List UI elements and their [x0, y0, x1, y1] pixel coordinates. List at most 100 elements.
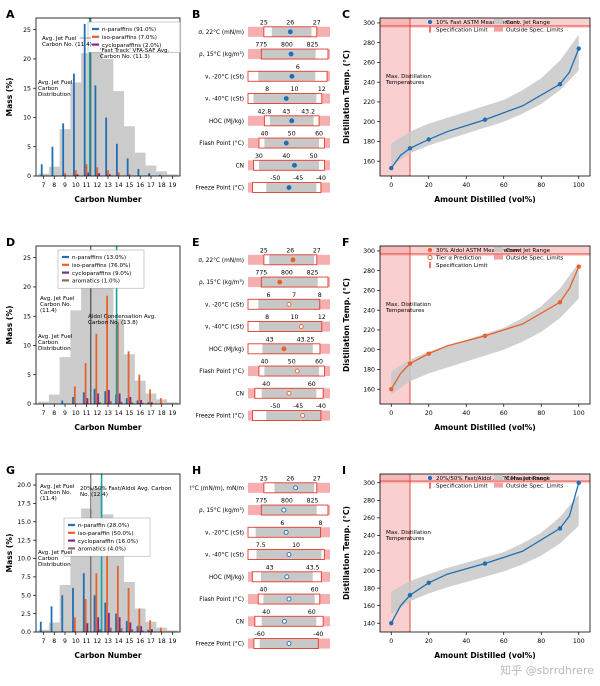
- x-tick: 80: [537, 182, 545, 189]
- property-label: HOC (MJ/kg): [209, 119, 244, 125]
- legend-label: Outside Spec. Limits: [506, 256, 563, 262]
- outside-spec-band: [248, 115, 265, 126]
- data-point: [576, 480, 581, 485]
- x-tick: 0: [389, 638, 393, 645]
- outside-spec-band: [318, 638, 330, 649]
- panel-F-svg: 0 20 40 60 80 100 160 180 200 220 240 260 280 300 Amou…: [342, 245, 591, 432]
- annotation: Max. Distillation: [386, 302, 431, 308]
- legend: n-paraffin (28.0%) iso-paraffin (50.0%) cy…: [63, 517, 151, 557]
- y-tick: 5: [27, 144, 31, 151]
- outside-spec-band: [248, 366, 259, 377]
- property-row: HOC (MJ/kg) 42.8 43 43.2: [209, 108, 330, 127]
- spec-tick: 12: [318, 86, 326, 93]
- spec-tick: 825: [307, 498, 319, 505]
- property-row: σ, 22°C (mN/m) 25 26 27: [198, 19, 330, 38]
- property-row: ν, -40°C (cSt) 7.5 10: [205, 542, 330, 560]
- y-tick: 15.0: [17, 519, 31, 526]
- property-row: ρ, 15°C (kg/m³) 775 800 825: [199, 42, 330, 60]
- annotation: 'Fast Track' VFA-SAF Avg.: [100, 48, 170, 54]
- y-axis-label: Distillation Temp. (°C): [342, 278, 351, 372]
- y-axis-label: Distillation Temp. (°C): [342, 506, 351, 600]
- panel-label-h: H: [192, 464, 202, 477]
- spec-tick: 10: [291, 314, 299, 321]
- measurement-marker: [277, 279, 283, 285]
- panel-label-f: F: [342, 236, 350, 249]
- x-tick: 8: [52, 182, 56, 189]
- spec-limit-box: [247, 93, 323, 104]
- property-row: ρ, 15°C (kg/m³) 775 800 825: [199, 270, 330, 288]
- y-tick: 240: [363, 79, 375, 86]
- y-tick: 10: [23, 343, 31, 350]
- spec-tick: 8: [318, 292, 322, 299]
- x-axis-label: Carbon Number: [74, 651, 141, 660]
- outside-spec-band: [248, 160, 254, 171]
- spec-tick: 27: [313, 19, 321, 26]
- property-label: Freeze Point (°C): [196, 414, 244, 420]
- panel-E: σ, 22°C (mN/m) 25 26 27 ρ, 15°C (kg/m³) 775 80…: [190, 238, 338, 434]
- spec-tick: 27: [313, 475, 321, 482]
- measurement-marker: [289, 118, 295, 124]
- legend-label: Specification Limit: [436, 28, 488, 34]
- y-tick: 7.5: [21, 574, 31, 581]
- legend: n-paraffins (91.0%) iso-paraffins (7.0%) c…: [87, 21, 181, 53]
- y-tick: 280: [363, 40, 375, 47]
- property-label: ρ, 15°C (kg/m³): [199, 51, 244, 58]
- spec-tick: 825: [307, 42, 319, 49]
- spec-limit-box: [260, 276, 329, 288]
- measurement-marker: [286, 185, 292, 190]
- x-axis-label: Carbon Number: [74, 423, 141, 432]
- property-row: CN 40 60: [236, 381, 330, 399]
- spec-tick: 50: [288, 131, 296, 138]
- annotation: Avg. Jet Fuel: [40, 296, 75, 302]
- y-tick: 25: [23, 255, 31, 262]
- panel-C-svg: 0 20 40 60 80 100 160 180 200 220 240 260 280 300 Amou…: [342, 17, 591, 204]
- conv-range-band: [258, 321, 322, 332]
- x-tick: 15: [126, 182, 134, 189]
- data-point: [557, 81, 563, 87]
- property-label: ν, -40°C (cSt): [205, 97, 244, 103]
- data-point: [482, 333, 488, 339]
- x-tick: 7: [42, 410, 46, 417]
- x-axis-label: Carbon Number: [74, 195, 141, 204]
- property-label: ρ, 15°C (kg/m³): [199, 279, 244, 286]
- spec-tick: -40: [316, 175, 326, 182]
- spec-tick: 825: [307, 270, 319, 277]
- data-point: [576, 46, 581, 51]
- legend: n-paraffins (13.0%) iso-paraffins (76.0%)…: [57, 249, 145, 289]
- outside-spec-band: [248, 410, 253, 421]
- y-axis-label: Mass (%): [5, 78, 14, 117]
- legend-marker: [427, 475, 433, 481]
- panel-label-e: E: [192, 236, 200, 249]
- y-tick: 20: [23, 56, 31, 63]
- outside-spec-band: [324, 549, 330, 560]
- conventional-distribution: [38, 260, 178, 404]
- x-tick: 19: [169, 410, 177, 417]
- y-tick: 200: [363, 119, 375, 126]
- data-point: [389, 165, 394, 171]
- legend-label: iso-paraffins (76.0%): [72, 263, 131, 269]
- x-tick: 7: [42, 182, 46, 189]
- panel-label-i: I: [342, 464, 347, 477]
- x-tick: 12: [93, 182, 101, 189]
- y-axis-label: Mass (%): [5, 306, 14, 345]
- spec-tick: 27: [313, 247, 321, 254]
- x-tick: 8: [52, 410, 56, 417]
- spec-tick: 50: [288, 359, 296, 366]
- x-tick: 13: [104, 410, 112, 417]
- annotation: Carbon No.: [40, 490, 71, 496]
- x-tick: 100: [573, 410, 585, 417]
- property-label: ν, -20°C (cSt): [205, 302, 244, 308]
- legend-label: 10% Fast ASTM Measurement: [436, 20, 520, 26]
- spec-tick: 43: [266, 336, 274, 343]
- x-axis-label: Amount Distilled (vol%): [434, 651, 536, 660]
- x-tick: 80: [537, 638, 545, 645]
- y-tick: 260: [363, 60, 375, 67]
- outside-spec-band: [323, 388, 330, 399]
- x-tick: 15: [126, 638, 134, 645]
- property-label: Flash Point (°C): [199, 369, 244, 375]
- x-tick: 0: [389, 410, 393, 417]
- measurement-marker: [293, 485, 299, 491]
- x-tick: 80: [537, 410, 545, 417]
- x-tick: 20: [425, 410, 433, 417]
